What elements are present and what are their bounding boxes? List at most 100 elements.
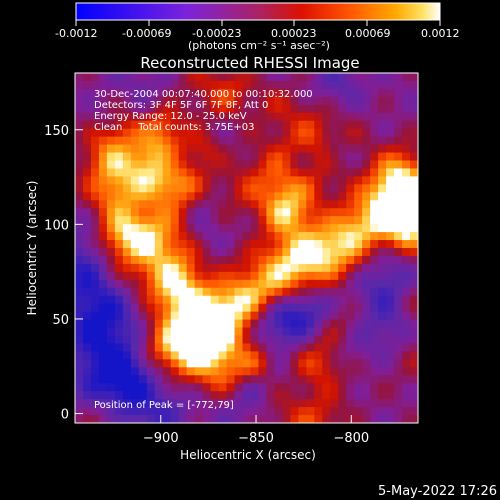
heatmap-cell [226, 200, 236, 209]
heatmap-cell [378, 295, 387, 305]
heatmap-cell [130, 391, 140, 400]
heatmap-cell [106, 120, 116, 130]
heatmap-cell [314, 128, 323, 138]
heatmap-cell [394, 287, 403, 297]
heatmap-cell [130, 104, 140, 114]
heatmap-cell [250, 120, 259, 130]
heatmap-cell [354, 399, 363, 408]
heatmap-cell [258, 399, 267, 408]
heatmap-cell [402, 415, 411, 424]
heatmap-cell [122, 73, 132, 82]
heatmap-cell [290, 407, 299, 416]
heatmap-cell [178, 311, 188, 321]
heatmap-cell [75, 80, 84, 90]
heatmap-cell [258, 224, 267, 233]
heatmap-cell [106, 343, 116, 352]
heatmap-cell [106, 112, 116, 122]
heatmap-cell [330, 160, 339, 169]
heatmap-cell [306, 224, 315, 233]
heatmap-cell [314, 88, 323, 98]
heatmap-cell [234, 415, 244, 424]
heatmap-cell [266, 80, 275, 90]
heatmap-cell [186, 335, 196, 344]
heatmap-cell [354, 192, 363, 201]
colorbar-tick-label: -0.00069 [122, 27, 171, 40]
heatmap-cell [234, 399, 244, 408]
heatmap-cell [402, 200, 411, 209]
heatmap-cell [234, 240, 244, 249]
heatmap-cell [75, 192, 84, 201]
heatmap-cell [194, 399, 204, 408]
heatmap-cell [106, 232, 116, 241]
heatmap-cell [170, 335, 180, 344]
heatmap-cell [386, 144, 395, 154]
heatmap-cell [346, 415, 355, 424]
heatmap-cell [370, 287, 379, 297]
heatmap-cell [402, 383, 411, 392]
heatmap-cell [178, 88, 188, 98]
heatmap-cell [122, 96, 132, 106]
heatmap-cell [330, 144, 339, 154]
heatmap-cell [234, 160, 244, 169]
heatmap-cell [82, 319, 92, 329]
heatmap-cell [354, 319, 363, 329]
heatmap-cell [202, 136, 212, 146]
heatmap-cell [218, 224, 228, 233]
heatmap-cell [162, 335, 172, 344]
heatmap-cell [410, 136, 419, 146]
heatmap-cell [338, 96, 347, 106]
heatmap-cell [306, 367, 315, 376]
heatmap-cell [258, 351, 267, 360]
heatmap-cell [146, 168, 156, 177]
heatmap-cell [210, 240, 220, 249]
heatmap-cell [322, 240, 331, 249]
heatmap-cell [242, 271, 251, 281]
heatmap-cell [210, 144, 220, 154]
heatmap-cell [75, 295, 84, 305]
heatmap-cell [266, 255, 275, 265]
heatmap-cell [290, 295, 299, 305]
heatmap-cell [98, 343, 108, 352]
heatmap-cell [146, 311, 156, 321]
heatmap-cell [402, 128, 411, 138]
heatmap-cell [242, 319, 251, 329]
heatmap-cell [106, 287, 116, 297]
heatmap-cell [186, 311, 196, 321]
heatmap-cell [266, 184, 275, 193]
heatmap-cell [282, 144, 291, 154]
heatmap-cell [178, 152, 188, 161]
heatmap-cell [330, 391, 339, 400]
footer-date: 5-May-2022 17:26 [378, 484, 497, 499]
heatmap-cell [250, 407, 259, 416]
heatmap-cell [226, 255, 236, 265]
heatmap-cell [146, 152, 156, 161]
heatmap-cell [170, 240, 180, 249]
heatmap-cell [106, 128, 116, 138]
heatmap-cell [170, 152, 180, 161]
heatmap-cell [314, 335, 323, 344]
heatmap-cell [234, 104, 244, 114]
heatmap-cell [242, 136, 251, 146]
heatmap-cell [298, 208, 307, 217]
heatmap-cell [346, 311, 355, 321]
heatmap-cell [226, 144, 236, 154]
heatmap-cell [338, 303, 347, 313]
y-tick-label: 50 [52, 313, 69, 328]
heatmap-cell [106, 415, 116, 424]
heatmap-cell [82, 359, 92, 368]
heatmap-cell [98, 192, 108, 201]
heatmap-cell [82, 96, 92, 106]
heatmap-cell [338, 104, 347, 114]
heatmap-cell [178, 343, 188, 352]
heatmap-cell [370, 168, 379, 177]
heatmap-cell [394, 184, 403, 193]
heatmap-cell [194, 232, 204, 241]
heatmap-cell [130, 319, 140, 329]
heatmap-cell [282, 375, 291, 384]
heatmap-cell [178, 240, 188, 249]
heatmap-cell [98, 359, 108, 368]
heatmap-cell [146, 80, 156, 90]
heatmap-cell [386, 120, 395, 130]
heatmap-cell [82, 112, 92, 122]
heatmap-cell [282, 391, 291, 400]
